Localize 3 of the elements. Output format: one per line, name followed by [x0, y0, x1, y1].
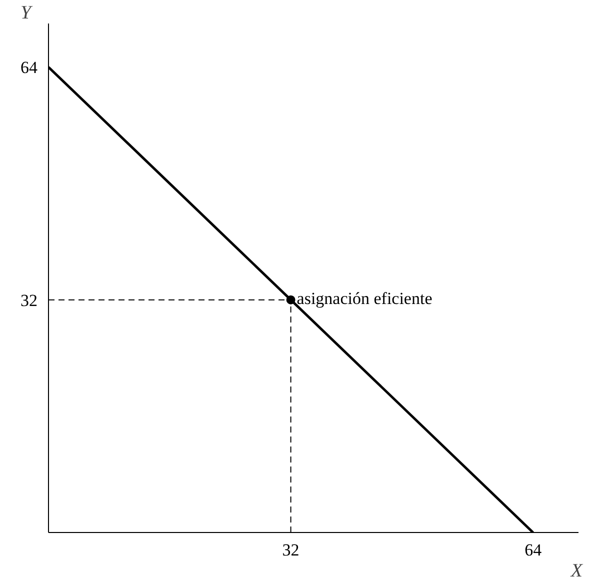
x-axis-title: X [570, 560, 584, 581]
y-axis-title: Y [20, 2, 34, 24]
annotation: asignación eficiente [296, 288, 432, 308]
